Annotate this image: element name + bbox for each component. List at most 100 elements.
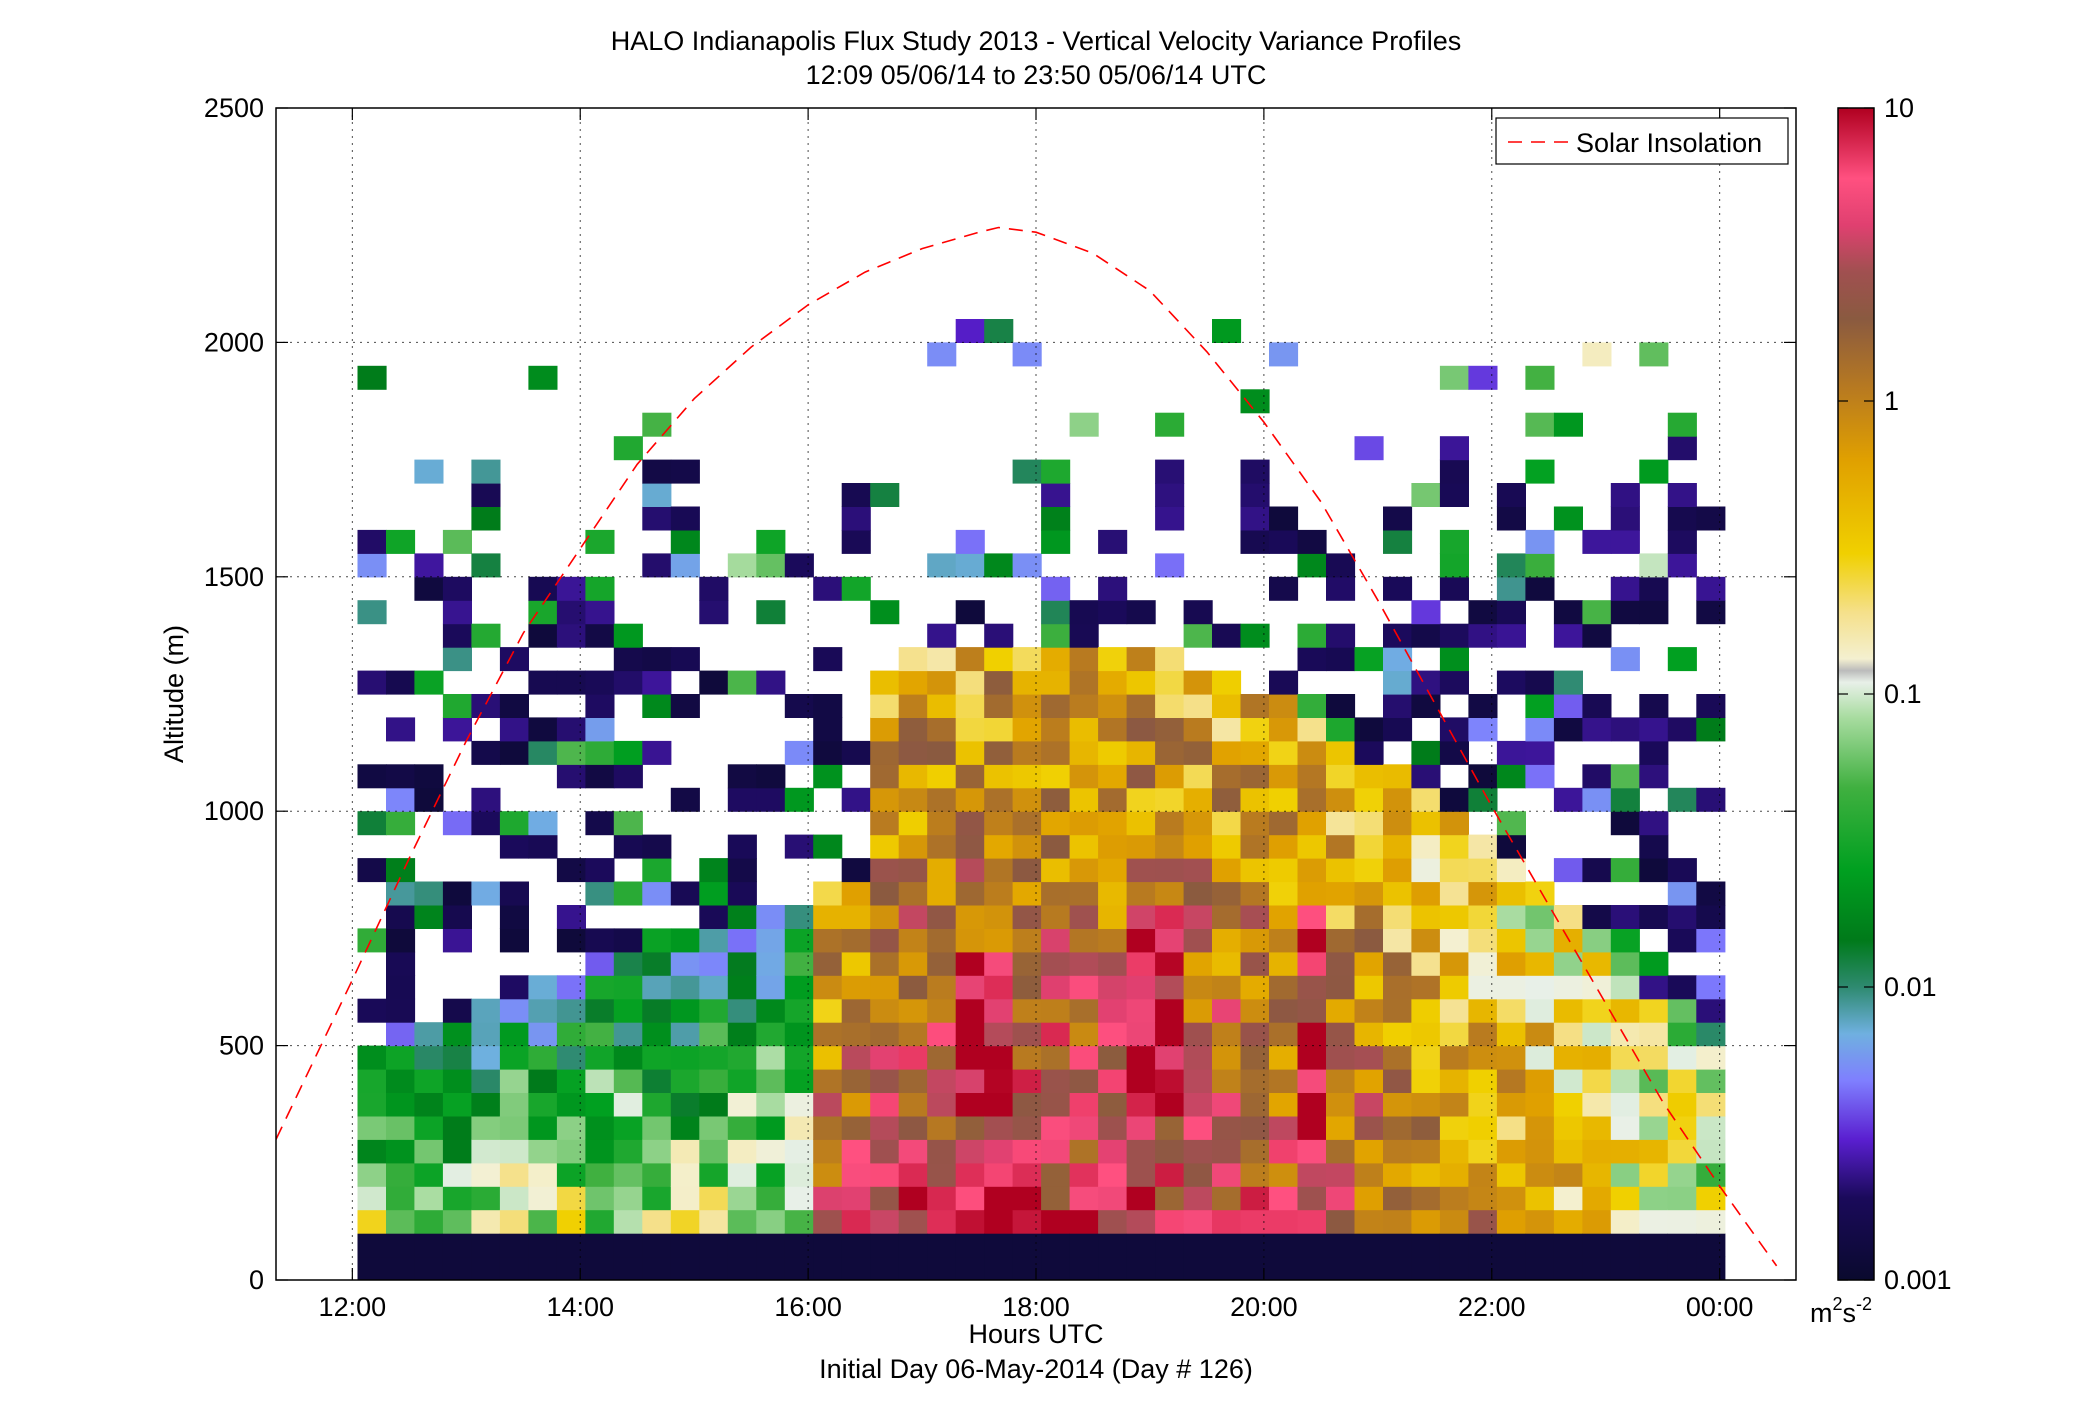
- heatmap-cell: [585, 1045, 615, 1070]
- heatmap-cell: [670, 459, 700, 484]
- heatmap-cell: [1212, 1162, 1242, 1187]
- heatmap-cell: [1183, 1092, 1213, 1117]
- heatmap-cell: [357, 858, 387, 883]
- heatmap-cell: [756, 1022, 786, 1047]
- heatmap-cell: [1012, 1045, 1042, 1070]
- heatmap-cell: [471, 1115, 501, 1140]
- heatmap-cell: [1610, 787, 1640, 812]
- heatmap-cell: [784, 1186, 814, 1211]
- heatmap-cell: [471, 1162, 501, 1187]
- heatmap-cell: [727, 1162, 757, 1187]
- heatmap-cell: [386, 811, 416, 836]
- heatmap-cell: [1582, 1069, 1612, 1093]
- heatmap-cell: [870, 1022, 900, 1047]
- heatmap-cell: [1297, 975, 1327, 1000]
- heatmap-cell: [556, 1186, 586, 1211]
- heatmap-cell: [1297, 1139, 1327, 1164]
- heatmap-cell: [1155, 998, 1185, 1023]
- heatmap-cell: [556, 576, 586, 601]
- heatmap-cell: [556, 1115, 586, 1140]
- heatmap-cell: [1383, 858, 1413, 883]
- x-axis-label: Hours UTC: [968, 1319, 1103, 1349]
- heatmap-cell: [984, 647, 1014, 672]
- heatmap-cell: [1667, 1162, 1697, 1187]
- heatmap-cell: [1667, 1022, 1697, 1047]
- heatmap-cell: [1525, 717, 1555, 742]
- heatmap-cell: [927, 1092, 957, 1117]
- heatmap-cell: [1326, 834, 1356, 859]
- heatmap-cell: [1012, 928, 1042, 953]
- heatmap-cell: [955, 1022, 985, 1047]
- heatmap-cell: [1411, 1256, 1441, 1280]
- heatmap-cell: [357, 1209, 387, 1234]
- heatmap-cell: [1041, 670, 1071, 695]
- heatmap-cell: [528, 1092, 558, 1117]
- heatmap-cell: [670, 787, 700, 812]
- heatmap-cell: [642, 647, 672, 672]
- heatmap-cell: [727, 787, 757, 812]
- heatmap-cell: [1496, 905, 1526, 929]
- heatmap-cell: [471, 483, 501, 507]
- heatmap-cell: [1326, 647, 1356, 672]
- heatmap-cell: [699, 1069, 729, 1093]
- heatmap-cell: [927, 553, 957, 578]
- heatmap-cell: [984, 1022, 1014, 1047]
- heatmap-cell: [499, 1022, 529, 1047]
- heatmap-cell: [1069, 717, 1099, 742]
- heatmap-cell: [984, 1139, 1014, 1164]
- heatmap-cell: [1212, 787, 1242, 812]
- heatmap-cell: [1269, 694, 1299, 718]
- heatmap-cell: [1183, 670, 1213, 695]
- heatmap-cell: [471, 1069, 501, 1093]
- heatmap-cell: [955, 764, 985, 789]
- heatmap-cell: [1098, 811, 1128, 836]
- heatmap-cell: [756, 787, 786, 812]
- heatmap-cell: [955, 975, 985, 1000]
- heatmap-cell: [414, 1186, 444, 1211]
- heatmap-cell: [1126, 928, 1156, 953]
- heatmap-cell: [1240, 858, 1270, 883]
- heatmap-cell: [699, 1209, 729, 1234]
- heatmap-cell: [528, 1115, 558, 1140]
- heatmap-cell: [528, 1256, 558, 1280]
- heatmap-cell: [585, 975, 615, 1000]
- heatmap-cell: [1326, 694, 1356, 718]
- heatmap-cell: [1098, 1092, 1128, 1117]
- heatmap-cell: [1383, 787, 1413, 812]
- heatmap-cell: [357, 1233, 387, 1258]
- heatmap-cell: [1496, 1209, 1526, 1234]
- heatmap-cell: [955, 858, 985, 883]
- heatmap-cell: [927, 647, 957, 672]
- heatmap-cell: [1126, 1022, 1156, 1047]
- heatmap-cell: [670, 998, 700, 1023]
- heatmap-cell: [414, 553, 444, 578]
- heatmap-cell: [756, 1069, 786, 1093]
- heatmap-cell: [1525, 951, 1555, 976]
- heatmap-cell: [442, 1022, 472, 1047]
- heatmap-cell: [1012, 998, 1042, 1023]
- heatmap-cell: [1269, 1022, 1299, 1047]
- heatmap-cell: [1639, 1139, 1669, 1164]
- heatmap-cell: [1269, 905, 1299, 929]
- heatmap-cell: [1269, 998, 1299, 1023]
- heatmap-cell: [1439, 811, 1469, 836]
- heatmap-cell: [1411, 694, 1441, 718]
- heatmap-cell: [813, 1256, 843, 1280]
- heatmap-cell: [642, 834, 672, 859]
- heatmap-cell: [1496, 1092, 1526, 1117]
- heatmap-cell: [927, 670, 957, 695]
- heatmap-cell: [471, 506, 501, 531]
- heatmap-cell: [1269, 811, 1299, 836]
- heatmap-cell: [984, 764, 1014, 789]
- heatmap-cell: [784, 1069, 814, 1093]
- heatmap-cell: [556, 1139, 586, 1164]
- heatmap-cell: [841, 1092, 871, 1117]
- heatmap-cell: [813, 998, 843, 1023]
- heatmap-cell: [1212, 1209, 1242, 1234]
- heatmap-cell: [670, 694, 700, 718]
- heatmap-cell: [1582, 1092, 1612, 1117]
- heatmap-cell: [1126, 881, 1156, 906]
- heatmap-cell: [1354, 811, 1384, 836]
- heatmap-cell: [984, 319, 1014, 343]
- heatmap-cell: [1240, 787, 1270, 812]
